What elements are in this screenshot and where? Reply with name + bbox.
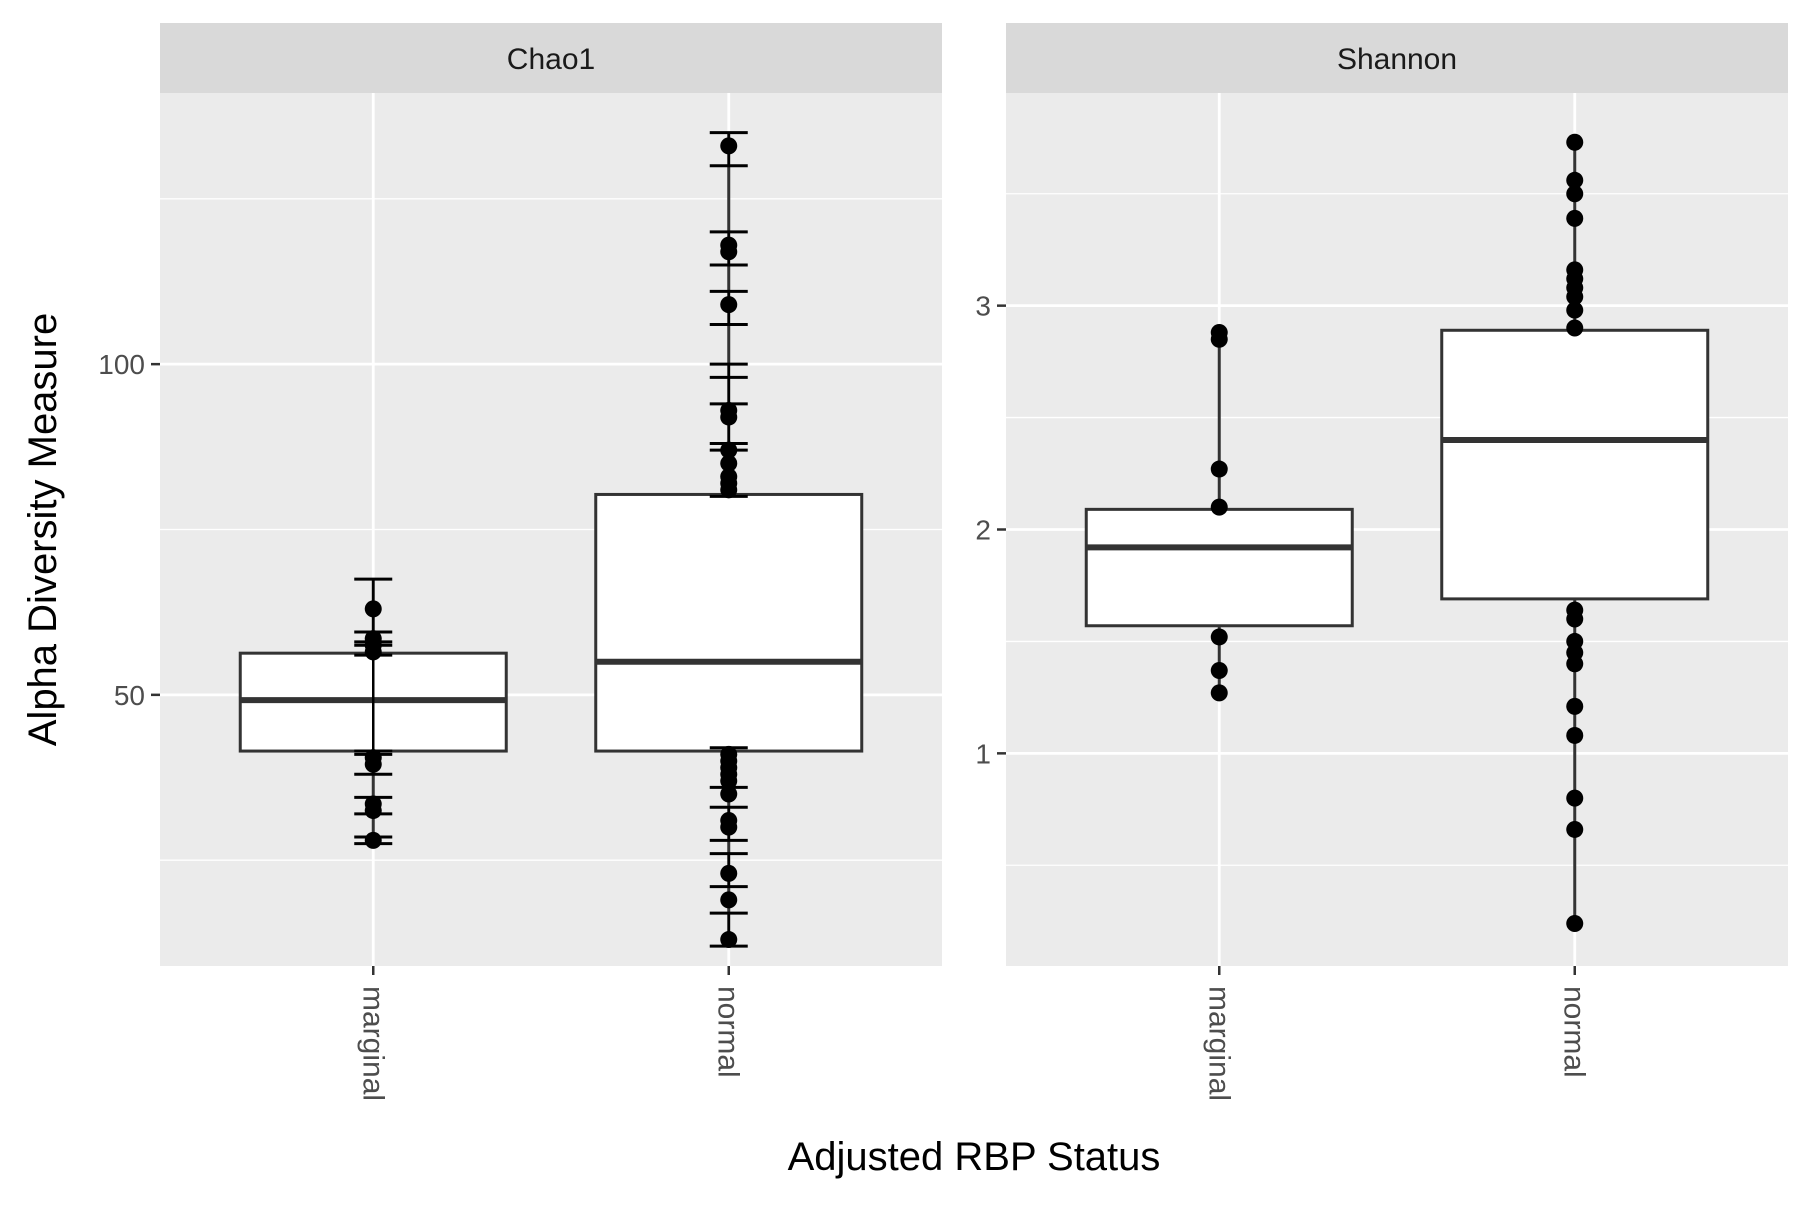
data-point	[720, 891, 738, 909]
box-group-normal	[594, 131, 864, 949]
data-point	[720, 864, 738, 882]
data-point	[1566, 209, 1584, 227]
box-iqr	[1440, 328, 1710, 601]
x-tick-label-marginal: marginal	[356, 986, 389, 1101]
facet-strip	[160, 23, 942, 93]
data-point	[1566, 185, 1584, 203]
box-group-marginal	[238, 577, 508, 849]
data-point	[364, 755, 382, 773]
y-tick-label: 100	[98, 349, 145, 380]
data-point	[720, 454, 738, 472]
x-axis-title: Adjusted RBP Status	[788, 1135, 1161, 1179]
data-point	[364, 831, 382, 849]
box-iqr	[1084, 507, 1354, 628]
data-point	[1210, 330, 1228, 348]
data-point	[1566, 610, 1584, 628]
data-point	[720, 772, 738, 790]
data-point	[364, 643, 382, 661]
data-point	[1566, 655, 1584, 673]
facet-strip-label: Shannon	[1337, 43, 1457, 76]
data-point	[1210, 498, 1228, 516]
data-point	[1566, 820, 1584, 838]
data-point	[1566, 133, 1584, 151]
box-group-normal	[1440, 133, 1710, 932]
data-point	[1566, 171, 1584, 189]
data-point	[364, 600, 382, 618]
data-point	[1210, 662, 1228, 680]
facet-strip-label: Chao1	[507, 43, 595, 76]
data-point	[720, 408, 738, 426]
data-point	[1210, 684, 1228, 702]
data-point	[720, 243, 738, 261]
data-point	[720, 296, 738, 314]
facet-strip	[1006, 23, 1788, 93]
data-point	[1210, 460, 1228, 478]
data-point	[1566, 288, 1584, 306]
data-point	[1566, 301, 1584, 319]
data-point	[720, 931, 738, 949]
data-point	[1566, 726, 1584, 744]
box-iqr	[594, 492, 864, 753]
data-point	[1210, 628, 1228, 646]
y-tick-label: 1	[975, 738, 991, 769]
facet-shannon: Shannon 1 2 3 marginal normal	[975, 23, 1788, 1101]
box-group-marginal	[1084, 324, 1354, 702]
data-point	[1566, 789, 1584, 807]
data-point	[720, 785, 738, 803]
data-point	[720, 137, 738, 155]
y-tick-label: 50	[114, 680, 145, 711]
x-tick-label-marginal: marginal	[1202, 986, 1235, 1101]
data-point	[1566, 697, 1584, 715]
x-tick-label-normal: normal	[712, 986, 745, 1078]
data-point	[720, 818, 738, 836]
y-axis-title: Alpha Diversity Measure	[21, 313, 65, 747]
data-point	[720, 441, 738, 459]
data-point	[364, 802, 382, 820]
y-tick-label: 3	[975, 291, 991, 322]
data-point	[1566, 319, 1584, 337]
data-point	[1566, 914, 1584, 932]
x-tick-label-normal: normal	[1558, 986, 1591, 1078]
y-tick-label: 2	[975, 515, 991, 546]
facet-chao1: Chao1 50 100 marginal normal	[98, 23, 942, 1101]
data-point	[720, 481, 738, 499]
